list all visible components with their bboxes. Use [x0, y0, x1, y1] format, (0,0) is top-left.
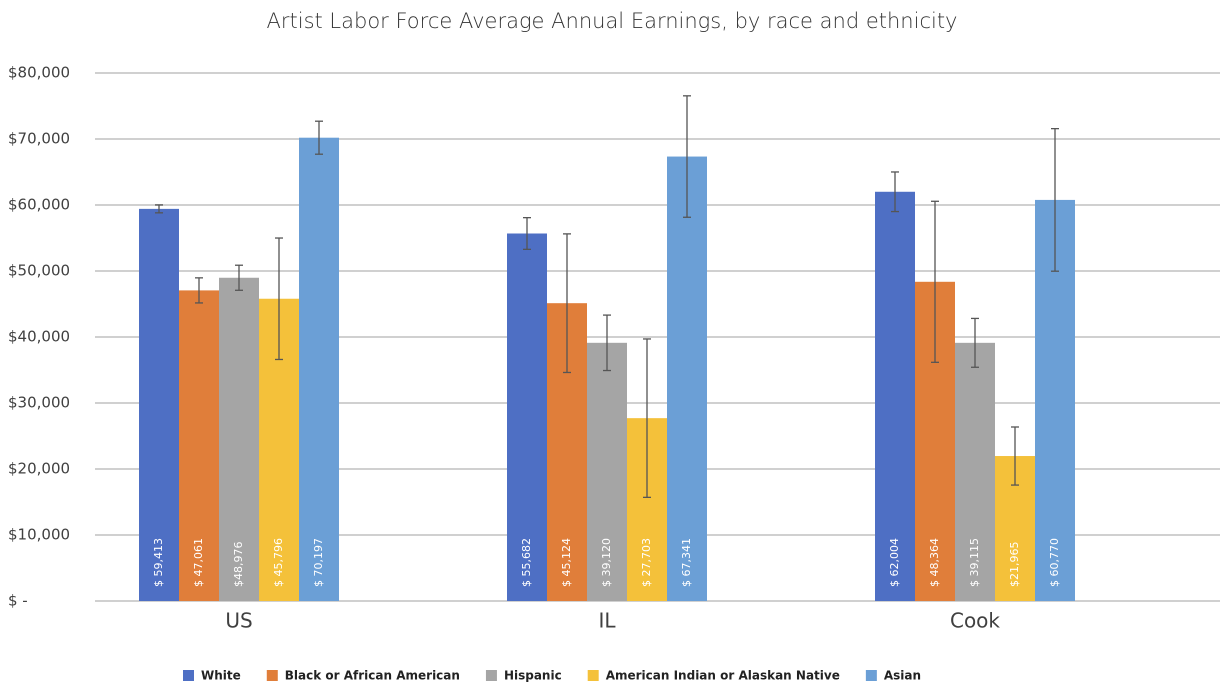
x-tick-label: IL: [598, 609, 616, 633]
bar: [299, 137, 339, 601]
error-bar: [1011, 426, 1019, 486]
bar: [219, 277, 259, 601]
legend-label: Black or African American: [285, 669, 460, 683]
value-label: $ 48,364: [928, 538, 941, 587]
x-tick-label: Cook: [950, 609, 1000, 633]
y-tick-label: $20,000: [8, 460, 70, 478]
error-bar: [603, 314, 611, 372]
error-bar: [195, 277, 203, 304]
value-label: $ 27,703: [640, 538, 653, 587]
error-bar: [931, 200, 939, 363]
y-tick-label: $80,000: [8, 64, 70, 82]
y-tick-label: $10,000: [8, 526, 70, 544]
bar: [875, 191, 915, 601]
error-bar: [275, 237, 283, 361]
error-bar: [315, 120, 323, 155]
value-label: $48,976: [232, 542, 245, 588]
legend-label: White: [201, 669, 241, 683]
legend-label: American Indian or Alaskan Native: [606, 669, 840, 683]
bar: [587, 342, 627, 601]
bar: [139, 208, 179, 601]
error-bar: [155, 204, 163, 214]
error-bar: [563, 233, 571, 374]
value-label: $ 39,120: [600, 538, 613, 587]
error-bar: [235, 264, 243, 291]
error-bar: [683, 95, 691, 218]
value-label: $ 60,770: [1048, 538, 1061, 587]
legend-swatch: [266, 670, 278, 681]
legend-swatch: [587, 670, 599, 681]
value-label: $ 59,413: [152, 538, 165, 587]
bar: [507, 233, 547, 602]
legend-label: Hispanic: [504, 669, 562, 683]
value-label: $ 45,796: [272, 538, 285, 587]
legend-swatch: [485, 670, 497, 681]
bar: [667, 156, 707, 602]
y-tick-label: $40,000: [8, 328, 70, 346]
legend-label: Asian: [884, 669, 921, 683]
y-tick-label: $70,000: [8, 130, 70, 148]
error-bar: [1051, 127, 1059, 272]
value-label: $ 62,004: [888, 538, 901, 587]
error-bar: [971, 317, 979, 368]
value-label: $ 39,115: [968, 538, 981, 587]
y-tick-label: $30,000: [8, 394, 70, 412]
error-bar: [891, 171, 899, 213]
legend-swatch: [865, 670, 877, 681]
bar: [179, 290, 219, 601]
value-label: $ 45,124: [560, 538, 573, 587]
error-bar: [643, 338, 651, 499]
y-tick-label: $ -: [8, 592, 28, 610]
error-bar: [523, 217, 531, 250]
chart-title: Artist Labor Force Average Annual Earnin…: [267, 9, 958, 33]
legend-swatch: [183, 670, 194, 681]
value-label: $ 70,197: [312, 538, 325, 587]
y-tick-label: $60,000: [8, 196, 70, 214]
y-tick-label: $50,000: [8, 262, 70, 280]
value-label: $ 55,682: [520, 538, 533, 587]
bar: [955, 342, 995, 601]
value-label: $21,965: [1008, 542, 1021, 588]
value-label: $ 47,061: [192, 538, 205, 587]
x-tick-label: US: [225, 609, 252, 633]
value-label: $ 67,341: [680, 538, 693, 587]
